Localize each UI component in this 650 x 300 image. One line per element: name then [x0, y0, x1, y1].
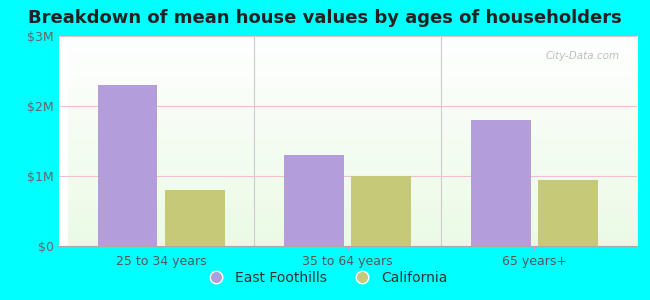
Text: Breakdown of mean house values by ages of householders: Breakdown of mean house values by ages o… [28, 9, 622, 27]
Legend: East Foothills, California: East Foothills, California [196, 265, 454, 290]
Bar [471, 120, 530, 246]
Bar [284, 155, 344, 246]
Bar [165, 190, 225, 246]
Bar [352, 176, 411, 246]
Bar [538, 179, 598, 246]
Text: City-Data.com: City-Data.com [545, 51, 619, 61]
Bar [98, 85, 157, 246]
